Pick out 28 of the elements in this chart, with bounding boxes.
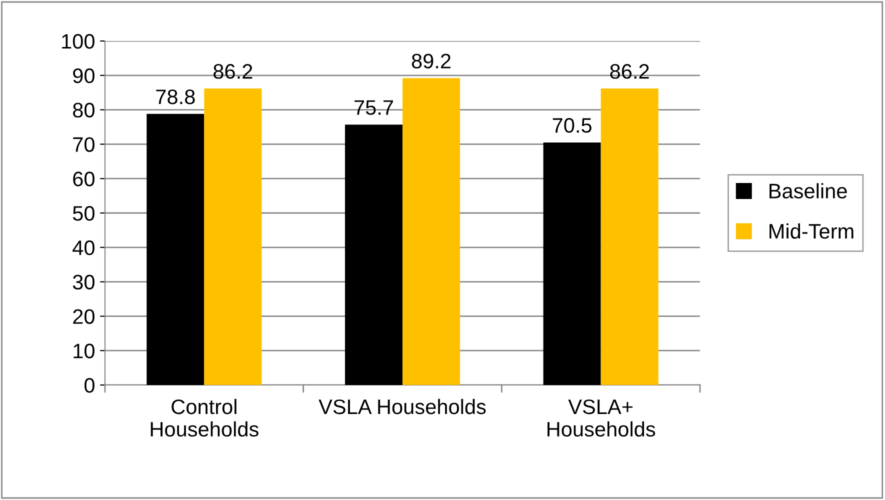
y-tick-label: 100 xyxy=(62,34,94,49)
y-tick-label: 80 xyxy=(73,102,94,118)
data-label: 78.8 xyxy=(156,90,195,104)
data-label: 86.2 xyxy=(214,64,252,79)
y-tick-label: 10 xyxy=(74,344,94,358)
y-tick-label: 0 xyxy=(84,378,94,393)
bar xyxy=(344,124,402,385)
bar xyxy=(543,142,601,385)
legend-label: Baseline xyxy=(770,183,847,198)
bar xyxy=(204,88,262,385)
x-tick-label: Control Households xyxy=(150,398,258,437)
y-tick-label: 70 xyxy=(73,137,94,152)
y-tick-label: 20 xyxy=(73,309,94,324)
y-tick-label: 90 xyxy=(73,68,94,84)
bar xyxy=(402,78,460,385)
data-label: 75.7 xyxy=(354,100,393,115)
x-tick-label: VSLA Households xyxy=(318,398,486,414)
data-label: 89.2 xyxy=(412,54,450,68)
x-tick-label: VSLA+ Households xyxy=(548,399,656,437)
data-label: 70.5 xyxy=(552,118,592,133)
bar xyxy=(600,88,658,385)
y-tick-label: 40 xyxy=(72,240,94,256)
y-tick-label: 50 xyxy=(72,206,94,221)
legend-label: Mid-Term xyxy=(770,223,854,239)
y-tick-label: 30 xyxy=(72,274,94,290)
bar xyxy=(146,114,204,385)
y-tick-label: 60 xyxy=(73,172,94,186)
data-label: 86.2 xyxy=(610,64,649,79)
